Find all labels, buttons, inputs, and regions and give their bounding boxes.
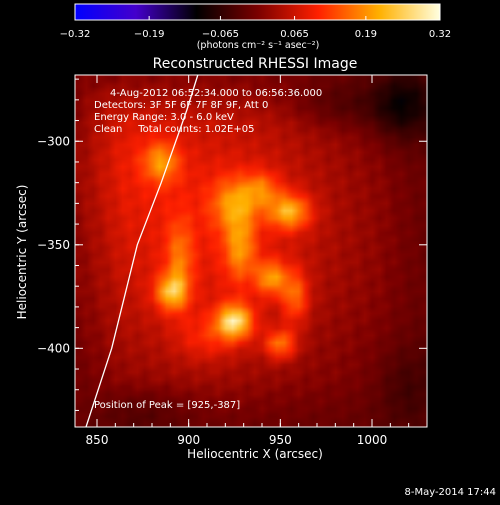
heatmap-plot-area: 850 900 950 1000 −300 −350 −400 [37,74,428,447]
x-tick-label: 1000 [357,433,388,447]
x-axis-label: Heliocentric X (arcsec) [187,447,323,461]
annotation-energy-range: Energy Range: 3.0 - 6.0 keV [94,112,234,123]
colorbar-ticks: −0.32 −0.19 −0.065 0.065 0.19 0.32 [60,16,451,40]
colorbar [74,3,441,21]
annotation-block: 4-Aug-2012 06:52:34.000 to 06:56:36.000 … [94,88,322,135]
chart-title: Reconstructed RHESSI Image [153,56,358,72]
footer-date: 8-May-2014 17:44 [404,487,496,498]
y-tick-label: −400 [37,341,70,355]
y-axis-label: Heliocentric Y (arcsec) [15,185,29,320]
annotation-clean-counts: Clean Total counts: 1.02E+05 [94,124,254,135]
y-tick-label: −300 [37,134,70,148]
colorbar-tick-label: 0.32 [429,29,451,40]
x-tick-label: 850 [86,433,109,447]
colorbar-tick-label: −0.32 [60,29,91,40]
x-tick-label: 950 [269,433,292,447]
heatmap-image [75,75,427,427]
colorbar-tick-label: 0.19 [355,29,377,40]
colorbar-unit-label: (photons cm⁻² s⁻¹ asec⁻²) [197,40,320,51]
axis-ticks: 850 900 950 1000 −300 −350 −400 [37,75,427,447]
annotation-time-range: 4-Aug-2012 06:52:34.000 to 06:56:36.000 [110,88,322,99]
x-tick-label: 900 [177,433,200,447]
y-tick-label: −350 [37,238,70,252]
colorbar-tick-label: 0.065 [280,29,309,40]
annotation-detectors: Detectors: 3F 5F 6F 7F 8F 9F, Att 0 [94,100,268,111]
colorbar-tick-label: −0.065 [202,29,239,40]
peak-position-label: Position of Peak = [925,-387] [94,400,240,411]
plot-frame [74,74,428,428]
solar-limb-curve [85,74,199,428]
colorbar-tick-label: −0.19 [134,29,165,40]
